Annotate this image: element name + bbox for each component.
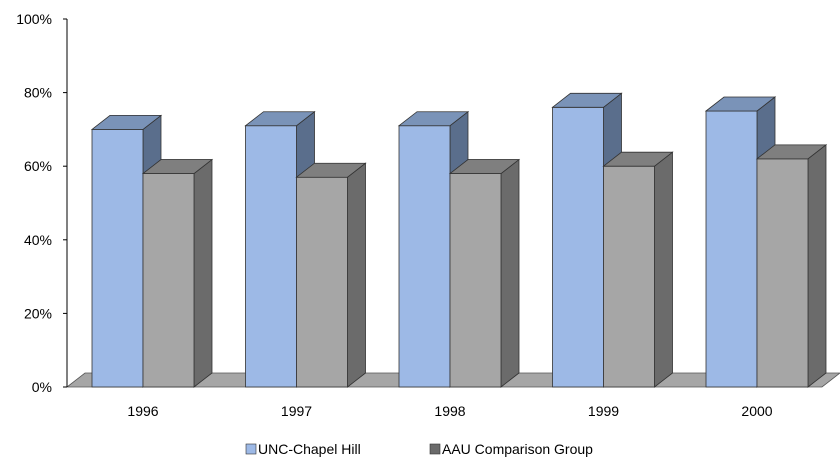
bar-front-face xyxy=(705,110,758,388)
bar-side-face xyxy=(654,151,673,388)
bar-front-face xyxy=(91,128,144,388)
bar-top-face xyxy=(551,92,623,108)
bar-top-face xyxy=(755,144,828,160)
bar-top-face xyxy=(90,115,163,130)
x-tick-label: 1998 xyxy=(434,403,465,419)
bar-front-face xyxy=(449,173,502,388)
bar-top-face xyxy=(704,96,777,112)
bar-top-face xyxy=(397,111,470,127)
bar-side-face xyxy=(807,144,827,388)
bar-front-face xyxy=(245,125,297,388)
bar-top-face xyxy=(602,151,674,167)
bar-front-face xyxy=(552,106,604,388)
bar-side-face xyxy=(193,158,213,388)
bar-front-face xyxy=(142,173,195,388)
legend-swatch-unc xyxy=(245,443,257,455)
bar-front-face xyxy=(398,125,451,388)
y-tick-label: 0% xyxy=(32,379,52,395)
bar xyxy=(141,158,214,388)
legend-label-unc: UNC-Chapel Hill xyxy=(258,441,361,457)
x-axis-labels: 1996 1997 1998 1999 2000 xyxy=(127,403,772,419)
y-tick-label: 100% xyxy=(16,11,52,27)
x-tick-label: 2000 xyxy=(741,403,772,419)
x-tick-label: 1997 xyxy=(281,403,312,419)
bar-side-face xyxy=(347,162,366,388)
bar-side-face xyxy=(500,158,520,388)
x-tick-label: 1999 xyxy=(588,403,619,419)
bar-front-face xyxy=(603,165,655,388)
legend-swatch-aau xyxy=(429,443,441,455)
bar-top-face xyxy=(141,159,214,174)
y-axis: 0% 20% 40% 60% 80% 100% xyxy=(16,11,68,395)
y-tick-label: 40% xyxy=(24,232,52,248)
bar xyxy=(295,162,367,388)
y-tick-label: 80% xyxy=(24,85,52,101)
x-tick-label: 1996 xyxy=(127,403,158,419)
bar xyxy=(448,158,521,388)
y-tick-label: 20% xyxy=(24,305,52,321)
bar-top-face xyxy=(295,162,367,178)
legend: UNC-Chapel Hill AAU Comparison Group xyxy=(245,441,593,457)
bar xyxy=(755,144,828,388)
bars xyxy=(90,92,828,388)
bar-top-face xyxy=(448,159,521,174)
bar xyxy=(602,151,674,388)
legend-label-aau: AAU Comparison Group xyxy=(442,441,593,457)
bar-front-face xyxy=(296,176,348,388)
y-tick-label: 60% xyxy=(24,158,52,174)
bar-top-face xyxy=(244,111,316,127)
bar-front-face xyxy=(756,158,809,388)
